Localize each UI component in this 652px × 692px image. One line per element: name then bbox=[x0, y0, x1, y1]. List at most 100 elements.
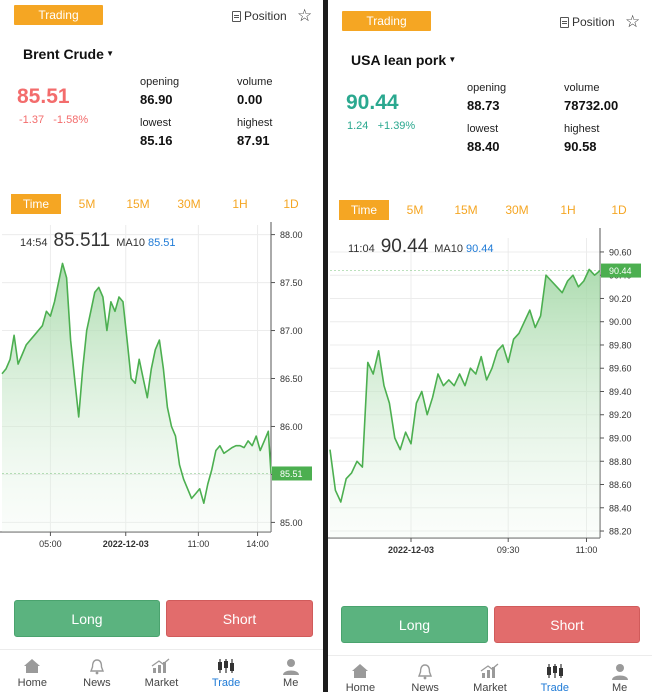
nav-home-label: Home bbox=[17, 677, 47, 689]
document-icon bbox=[560, 16, 569, 28]
star-favorite-icon[interactable]: ☆ bbox=[625, 12, 641, 31]
long-button[interactable]: Long bbox=[341, 606, 488, 643]
timeframe-tabs: Time 5M 15M 30M 1H 1D bbox=[11, 194, 316, 214]
chart-info: 14:54 85.511 MA10 85.51 bbox=[20, 230, 176, 252]
chart-price: 85.511 bbox=[53, 230, 111, 251]
opening-label: opening bbox=[467, 82, 507, 94]
nav-trade-label: Trade bbox=[540, 682, 569, 692]
trade-screen-lean-pork: Trading Position ☆ USA lean pork ▼ 90.44… bbox=[328, 0, 652, 692]
current-price: 90.44 bbox=[346, 91, 399, 114]
y-tick-label: 89.80 bbox=[609, 340, 632, 350]
chart-info: 11:04 90.44 MA10 90.44 bbox=[348, 236, 494, 258]
nav-trade[interactable]: Trade bbox=[194, 655, 258, 692]
bottom-nav: Home News Market Trade Me bbox=[0, 649, 323, 692]
volume-value: 78732.00 bbox=[564, 98, 619, 113]
symbol-selector[interactable]: USA lean pork ▼ bbox=[351, 52, 456, 68]
nav-home[interactable]: Home bbox=[328, 660, 392, 692]
tab-30m[interactable]: 30M bbox=[177, 197, 201, 211]
nav-me-label: Me bbox=[611, 682, 628, 692]
nav-home-label: Home bbox=[345, 682, 376, 692]
ma-label: MA10 bbox=[434, 243, 464, 255]
nav-market[interactable]: Market bbox=[129, 655, 193, 692]
nav-home[interactable]: Home bbox=[0, 655, 64, 692]
nav-market[interactable]: Market bbox=[458, 660, 522, 692]
tab-5m[interactable]: 5M bbox=[406, 203, 424, 217]
position-button[interactable]: Position bbox=[232, 9, 287, 23]
highest-label: highest bbox=[564, 123, 600, 135]
bell-icon bbox=[65, 655, 129, 677]
short-button[interactable]: Short bbox=[166, 600, 313, 637]
current-price-badge bbox=[272, 466, 312, 481]
nav-me[interactable]: Me bbox=[259, 655, 323, 692]
tab-1h[interactable]: 1H bbox=[232, 197, 248, 211]
y-tick-label: 89.60 bbox=[609, 364, 632, 374]
short-button[interactable]: Short bbox=[494, 606, 640, 643]
chart-time: 14:54 bbox=[20, 237, 48, 249]
y-tick-label: 90.20 bbox=[609, 294, 632, 304]
series-line bbox=[1, 262, 272, 504]
y-tick-label: 88.40 bbox=[609, 503, 632, 513]
chart-price: 90.44 bbox=[380, 236, 429, 257]
nav-news-label: News bbox=[411, 682, 439, 692]
position-label: Position bbox=[572, 15, 615, 29]
nav-trade[interactable]: Trade bbox=[523, 660, 587, 692]
nav-me[interactable]: Me bbox=[588, 660, 652, 692]
x-tick-label: 14:00 bbox=[246, 539, 269, 549]
document-icon bbox=[232, 10, 241, 22]
highest-value: 90.58 bbox=[564, 139, 597, 154]
ma-value: 90.44 bbox=[466, 243, 494, 255]
y-tick-label: 85.00 bbox=[280, 518, 303, 528]
tab-30m[interactable]: 30M bbox=[505, 203, 529, 217]
volume-label: volume bbox=[564, 82, 600, 94]
volume-label: volume bbox=[237, 76, 273, 88]
change-value: -1.37 bbox=[19, 114, 45, 126]
y-tick-label: 88.60 bbox=[609, 480, 632, 490]
star-favorite-icon[interactable]: ☆ bbox=[297, 6, 313, 25]
opening-value: 88.73 bbox=[467, 98, 500, 113]
price-chart[interactable]: 90.6090.4090.2090.0089.8089.6089.4089.20… bbox=[328, 228, 652, 560]
current-price-badge-label: 90.44 bbox=[609, 266, 632, 276]
volume-value: 0.00 bbox=[237, 92, 263, 107]
candlestick-icon bbox=[523, 660, 587, 682]
change-value: 1.24 bbox=[347, 120, 369, 132]
position-button[interactable]: Position bbox=[560, 15, 615, 29]
lowest-label: lowest bbox=[467, 123, 499, 135]
nav-news[interactable]: News bbox=[393, 660, 457, 692]
home-icon bbox=[0, 655, 64, 677]
user-icon bbox=[259, 655, 323, 677]
nav-news-label: News bbox=[83, 677, 111, 689]
opening-label: opening bbox=[140, 76, 180, 88]
tab-5m[interactable]: 5M bbox=[78, 197, 96, 211]
tab-15m[interactable]: 15M bbox=[126, 197, 150, 211]
chart-time: 11:04 bbox=[348, 243, 375, 255]
y-tick-label: 89.40 bbox=[609, 387, 632, 397]
lowest-value: 85.16 bbox=[140, 133, 173, 148]
tab-1d[interactable]: 1D bbox=[283, 197, 299, 211]
tab-time[interactable]: Time bbox=[11, 194, 61, 214]
opening-value: 86.90 bbox=[140, 92, 173, 107]
nav-me-label: Me bbox=[283, 677, 299, 689]
current-price-badge-label: 85.51 bbox=[280, 469, 303, 479]
tab-1h[interactable]: 1H bbox=[560, 203, 576, 217]
ma-label: MA10 bbox=[116, 237, 145, 249]
y-tick-label: 89.20 bbox=[609, 410, 632, 420]
series-area bbox=[330, 269, 600, 538]
current-price: 85.51 bbox=[17, 85, 70, 108]
x-tick-label: 05:00 bbox=[39, 539, 62, 549]
bottom-nav: Home News Market Trade Me bbox=[328, 655, 652, 692]
tab-1d[interactable]: 1D bbox=[611, 203, 627, 217]
symbol-name: Brent Crude bbox=[23, 46, 104, 62]
y-tick-label: 87.00 bbox=[280, 326, 303, 336]
trading-status-tag: Trading bbox=[14, 5, 103, 25]
long-button[interactable]: Long bbox=[14, 600, 160, 637]
symbol-selector[interactable]: Brent Crude ▼ bbox=[23, 46, 114, 62]
series-area bbox=[2, 263, 271, 532]
position-label: Position bbox=[244, 9, 287, 23]
tab-15m[interactable]: 15M bbox=[454, 203, 478, 217]
price-chart[interactable]: 88.0087.5087.0086.5086.0085.5085.0005:00… bbox=[0, 222, 323, 554]
y-tick-label: 86.50 bbox=[280, 374, 303, 384]
y-tick-label: 89.00 bbox=[609, 434, 632, 444]
nav-news[interactable]: News bbox=[65, 655, 129, 692]
change-percent: -1.58% bbox=[53, 114, 89, 126]
tab-time[interactable]: Time bbox=[339, 200, 389, 220]
